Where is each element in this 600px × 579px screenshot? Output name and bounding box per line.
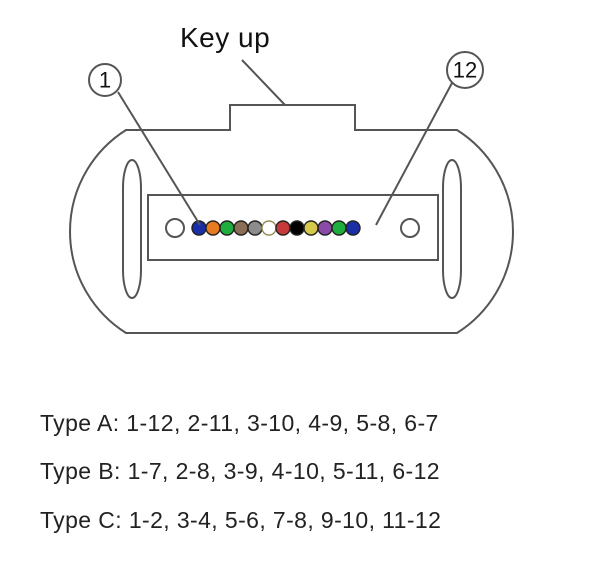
fiber-11 xyxy=(332,221,346,235)
pin1-callout-label: 1 xyxy=(99,68,111,93)
fiber-5 xyxy=(248,221,262,235)
legend-line-type-a: Type A: 1-12, 2-11, 3-10, 4-9, 5-8, 6-7 xyxy=(40,410,560,436)
alignment-hole-0 xyxy=(166,219,184,237)
pin12-callout-label: 12 xyxy=(453,58,477,83)
fiber-7 xyxy=(276,221,290,235)
pin1-leader xyxy=(118,92,200,225)
fiber-8 xyxy=(290,221,304,235)
fiber-10 xyxy=(318,221,332,235)
keyup-leader xyxy=(242,60,285,105)
alignment-hole-1 xyxy=(401,219,419,237)
fiber-3 xyxy=(220,221,234,235)
fiber-9 xyxy=(304,221,318,235)
fiber-4 xyxy=(234,221,248,235)
figure-root: Key up 1 12 Type A: 1-12, 2-11, 3-10, 4-9… xyxy=(0,0,600,579)
fiber-12 xyxy=(346,221,360,235)
legend-line-type-b: Type B: 1-7, 2-8, 3-9, 4-10, 5-11, 6-12 xyxy=(40,458,560,484)
pin12-leader xyxy=(376,83,452,225)
polarity-legend: Type A: 1-12, 2-11, 3-10, 4-9, 5-8, 6-7 … xyxy=(40,410,560,555)
legend-line-type-c: Type C: 1-2, 3-4, 5-6, 7-8, 9-10, 11-12 xyxy=(40,507,560,533)
key-up-label: Key up xyxy=(180,22,270,54)
fiber-6 xyxy=(262,221,276,235)
connector-diagram: 1 12 xyxy=(0,0,600,400)
side-slot-0 xyxy=(123,160,141,298)
connector-body-outline xyxy=(70,105,513,333)
side-slot-1 xyxy=(443,160,461,298)
fiber-2 xyxy=(206,221,220,235)
